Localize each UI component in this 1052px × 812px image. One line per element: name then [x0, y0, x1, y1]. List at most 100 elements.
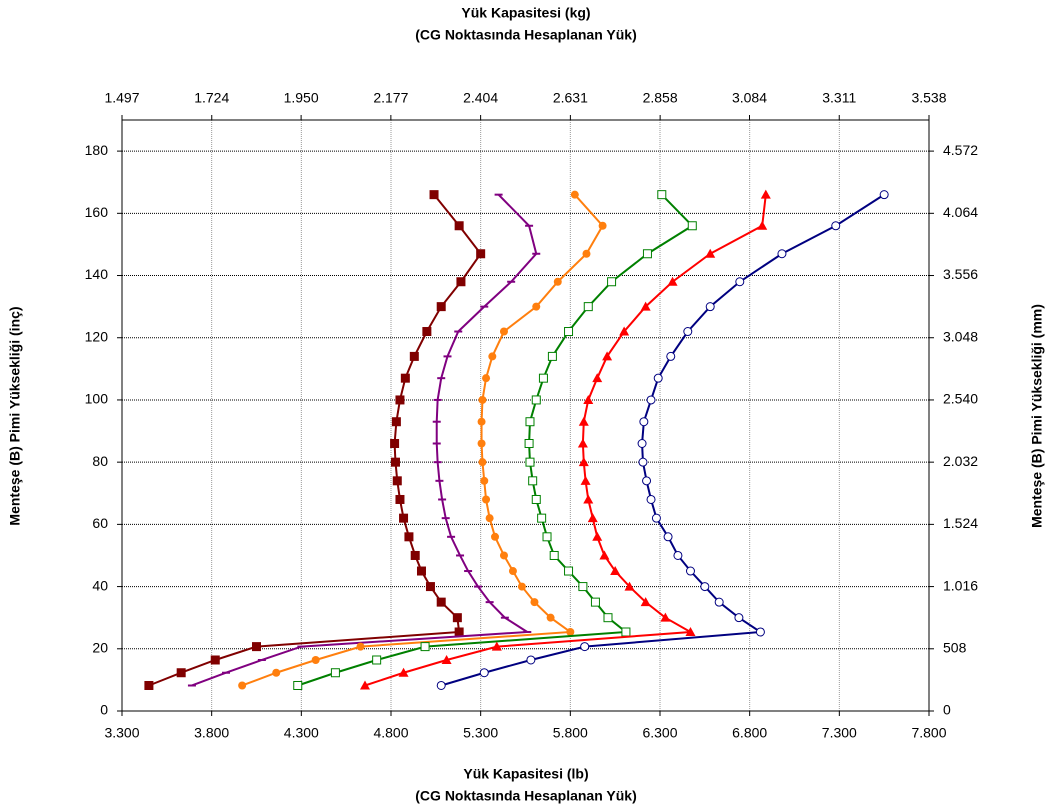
marker [530, 598, 539, 607]
x-tick-label: 7.800 [911, 725, 946, 741]
marker [714, 597, 724, 607]
marker [404, 532, 414, 542]
x-tick-label: 3.300 [104, 725, 139, 741]
marker [757, 220, 768, 230]
marker [580, 475, 591, 485]
marker [638, 457, 648, 467]
marker [583, 394, 594, 404]
x2-tick-label: 1.497 [104, 90, 139, 106]
marker [578, 457, 589, 467]
x-tick-label: 4.300 [284, 725, 319, 741]
y2-tick-label: 1.016 [943, 577, 978, 593]
y2-tick-label: 4.572 [943, 142, 978, 158]
marker [705, 302, 715, 312]
x-tick-label: 5.800 [553, 725, 588, 741]
x2-tick-label: 2.177 [373, 90, 408, 106]
marker [311, 655, 320, 664]
marker [755, 627, 765, 637]
marker [390, 438, 400, 448]
marker [564, 566, 574, 576]
x-axis-title: (CG Noktasında Hesaplanan Yük) [415, 788, 636, 804]
series-line [191, 193, 538, 687]
marker [454, 627, 464, 637]
marker [553, 277, 562, 286]
marker [547, 351, 557, 361]
marker [578, 582, 588, 592]
marker [491, 641, 502, 651]
y-tick-label: 80 [92, 453, 108, 469]
marker [359, 680, 370, 690]
x2-tick-label: 1.950 [284, 90, 319, 106]
marker [538, 373, 548, 383]
marker [760, 189, 771, 199]
marker [564, 327, 574, 337]
x-tick-label: 3.800 [194, 725, 229, 741]
y-tick-label: 180 [85, 142, 109, 158]
marker [592, 531, 603, 541]
marker [685, 626, 696, 636]
marker [542, 532, 552, 542]
marker [705, 248, 716, 258]
marker [436, 680, 446, 690]
marker [488, 352, 497, 361]
marker [330, 668, 340, 678]
marker [532, 302, 541, 311]
marker [482, 374, 491, 383]
y-tick-label: 140 [85, 266, 109, 282]
marker [531, 494, 541, 504]
marker [144, 680, 154, 690]
marker [610, 566, 621, 576]
y-tick-label: 60 [92, 515, 108, 531]
marker [734, 613, 744, 623]
marker [646, 494, 656, 504]
marker [425, 582, 435, 592]
marker [640, 301, 651, 311]
marker [524, 438, 534, 448]
marker [525, 457, 535, 467]
marker [566, 627, 575, 636]
marker [642, 476, 652, 486]
marker [660, 612, 671, 622]
marker [410, 550, 420, 560]
marker [683, 327, 693, 337]
marker [598, 221, 607, 230]
marker [666, 351, 676, 361]
marker [272, 668, 281, 677]
x-tick-label: 6.800 [732, 725, 767, 741]
series-line [148, 194, 482, 687]
marker [372, 655, 382, 665]
marker [603, 613, 613, 623]
marker [879, 190, 889, 200]
marker [580, 642, 590, 652]
marker [667, 276, 678, 286]
x2-tick-label: 3.538 [911, 90, 946, 106]
series-line [241, 193, 604, 687]
marker [602, 351, 613, 361]
marker [599, 550, 610, 560]
plot-frame [121, 119, 930, 712]
marker [642, 249, 652, 259]
marker [700, 582, 710, 592]
marker [549, 550, 559, 560]
marker [210, 655, 220, 665]
marker [293, 680, 303, 690]
y2-tick-label: 508 [943, 639, 967, 655]
marker [570, 190, 579, 199]
marker [528, 476, 538, 486]
x-tick-label: 5.300 [463, 725, 498, 741]
x-tick-label: 6.300 [642, 725, 677, 741]
marker [477, 439, 486, 448]
marker [456, 277, 466, 287]
marker [590, 597, 600, 607]
x2-tick-label: 1.724 [194, 90, 229, 106]
series-line [297, 193, 694, 687]
marker [531, 395, 541, 405]
x2-axis-title: Yük Kapasitesi (kg) [461, 5, 590, 21]
marker [399, 513, 409, 523]
series-line [440, 193, 885, 687]
marker [420, 642, 430, 652]
marker [422, 327, 432, 337]
marker [831, 221, 841, 231]
marker [454, 221, 464, 231]
marker [646, 395, 656, 405]
